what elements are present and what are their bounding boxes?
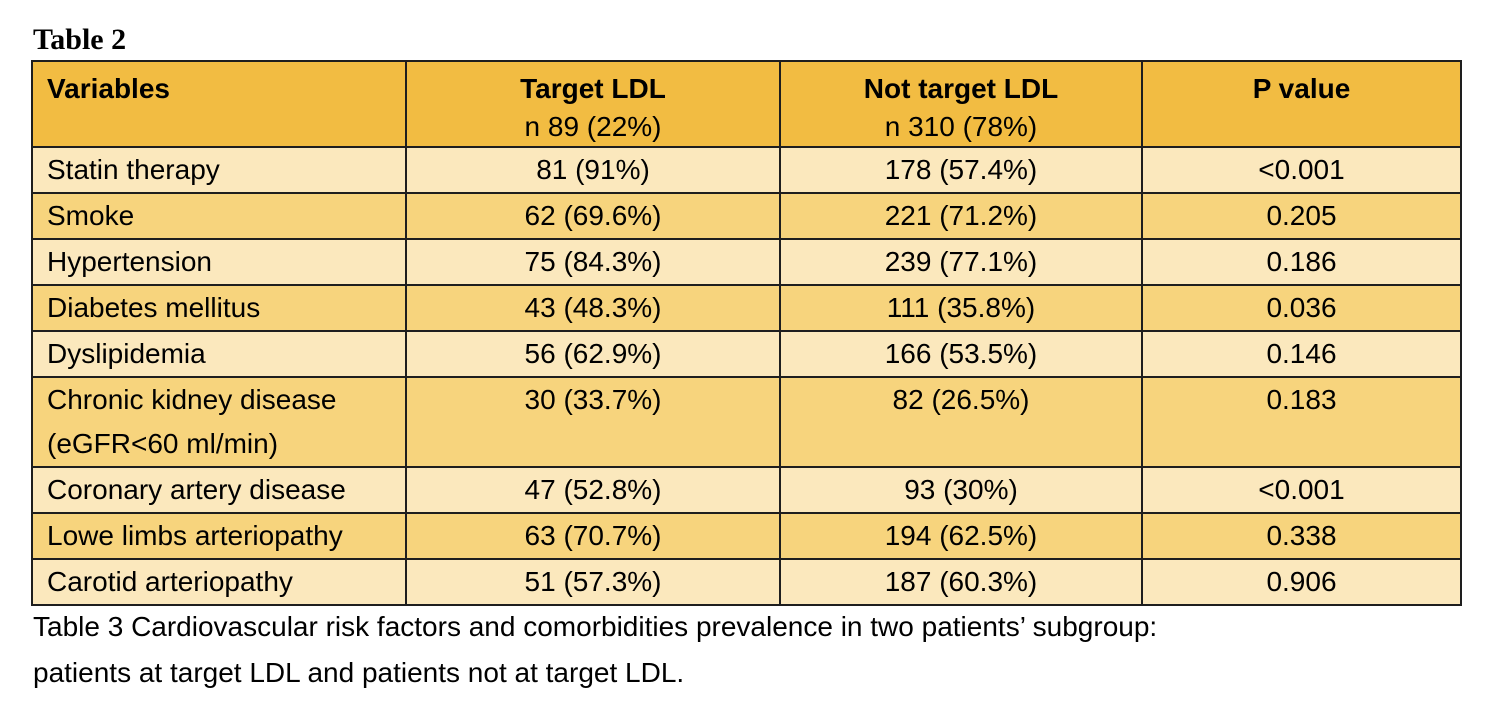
table-row: Lowe limbs arteriopathy 63 (70.7%) 194 (… [31,512,1462,560]
header-p-value-label: P value [1252,73,1351,104]
header-row: Variables Target LDL n 89 (22%) Not targ… [31,60,1462,148]
cell-target: 81 (91%) [405,146,781,194]
cell-not-target: 93 (30%) [779,466,1143,514]
table-row: Statin therapy 81 (91%) 178 (57.4%) <0.0… [31,146,1462,194]
header-target-count: n 89 (22%) [524,111,662,142]
cell-not-target: 239 (77.1%) [779,238,1143,286]
cell-target: 30 (33.7%) [405,376,781,468]
caption-line-1: Table 3 Cardiovascular risk factors and … [33,611,1158,642]
cell-variable-line1: Chronic kidney disease [47,384,337,415]
cell-variable: Hypertension [31,238,407,286]
cell-target: 62 (69.6%) [405,192,781,240]
cell-target: 51 (57.3%) [405,558,781,606]
cell-p-value: 0.183 [1141,376,1462,468]
cell-p-value: 0.205 [1141,192,1462,240]
header-not-target-ldl: Not target LDL n 310 (78%) [779,60,1143,148]
cell-not-target: 194 (62.5%) [779,512,1143,560]
table-heading: Table 2 [33,23,127,56]
cell-p-value: 0.338 [1141,512,1462,560]
table-row: Hypertension 75 (84.3%) 239 (77.1%) 0.18… [31,238,1462,286]
cell-variable: Statin therapy [31,146,407,194]
cell-p-value: 0.186 [1141,238,1462,286]
header-not-target-count: n 310 (78%) [884,111,1038,142]
cell-p-value: 0.036 [1141,284,1462,332]
cell-target: 43 (48.3%) [405,284,781,332]
table-row: Coronary artery disease 47 (52.8%) 93 (3… [31,466,1462,514]
cell-variable: Diabetes mellitus [31,284,407,332]
cell-not-target: 221 (71.2%) [779,192,1143,240]
cell-variable: Smoke [31,192,407,240]
table-row: Diabetes mellitus 43 (48.3%) 111 (35.8%)… [31,284,1462,332]
header-target-ldl: Target LDL n 89 (22%) [405,60,781,148]
cell-variable: Dyslipidemia [31,330,407,378]
table-row: Smoke 62 (69.6%) 221 (71.2%) 0.205 [31,192,1462,240]
header-variables: Variables [31,60,407,148]
header-p-value: P value [1141,60,1462,148]
cell-p-value: 0.146 [1141,330,1462,378]
cell-variable-line2: (eGFR<60 ml/min) [47,428,279,459]
cell-target: 56 (62.9%) [405,330,781,378]
table-caption: Table 3 Cardiovascular risk factors and … [33,604,1453,696]
cell-variable: Carotid arteriopathy [31,558,407,606]
header-variables-label: Variables [47,73,170,104]
cell-p-value: 0.906 [1141,558,1462,606]
cell-variable: Lowe limbs arteriopathy [31,512,407,560]
cell-not-target: 178 (57.4%) [779,146,1143,194]
header-not-target-label: Not target LDL [863,73,1059,104]
cell-target: 63 (70.7%) [405,512,781,560]
cell-not-target: 82 (26.5%) [779,376,1143,468]
cell-not-target: 187 (60.3%) [779,558,1143,606]
cell-variable: Chronic kidney disease (eGFR<60 ml/min) [31,376,407,468]
caption-line-2: patients at target LDL and patients not … [33,657,685,688]
cell-not-target: 166 (53.5%) [779,330,1143,378]
header-target-label: Target LDL [520,73,666,104]
cell-p-value: <0.001 [1141,466,1462,514]
table-row: Dyslipidemia 56 (62.9%) 166 (53.5%) 0.14… [31,330,1462,378]
table-row: Chronic kidney disease (eGFR<60 ml/min) … [31,376,1462,468]
cell-p-value: <0.001 [1141,146,1462,194]
table-row: Carotid arteriopathy 51 (57.3%) 187 (60.… [31,558,1462,606]
cell-variable: Coronary artery disease [31,466,407,514]
ldl-comparison-table: Variables Target LDL n 89 (22%) Not targ… [31,60,1462,606]
cell-target: 75 (84.3%) [405,238,781,286]
cell-target: 47 (52.8%) [405,466,781,514]
cell-not-target: 111 (35.8%) [779,284,1143,332]
